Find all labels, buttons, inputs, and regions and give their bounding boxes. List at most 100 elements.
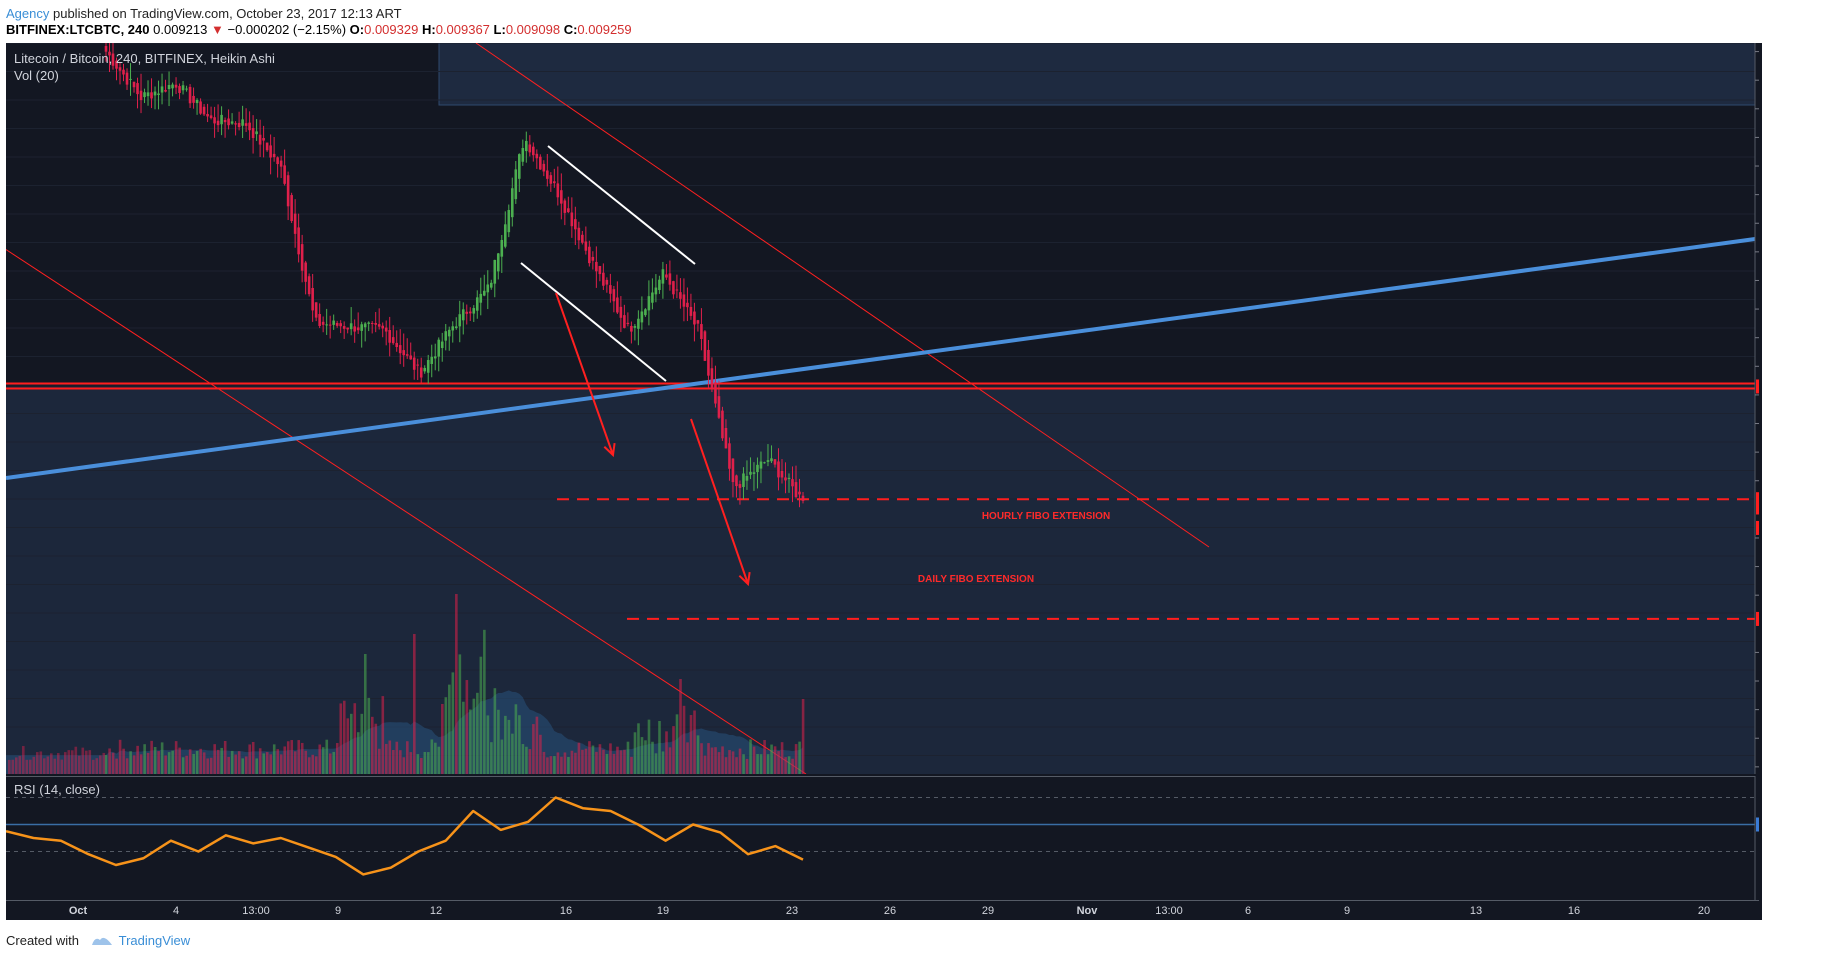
candle-body <box>297 227 300 255</box>
candle-body <box>167 85 171 90</box>
volume-bar <box>504 715 507 774</box>
candle-body <box>577 227 581 241</box>
candle-body <box>447 329 451 337</box>
volume-bar <box>434 742 437 774</box>
candle-body <box>265 142 269 151</box>
hourly-fibo-label: HOURLY FIBO EXTENSION <box>982 511 1110 522</box>
candle-body <box>735 475 738 487</box>
volume-bar <box>542 751 546 774</box>
volume-bar <box>598 744 602 774</box>
candle-body <box>304 262 307 282</box>
time-axis-svg[interactable]: Oct 4 13:00 9 12 16 19 23 26 29 Nov 13:00 6 9 13 16 20 <box>6 900 1759 920</box>
candle-body <box>279 160 283 167</box>
chart-frame[interactable]: HOURLY FIBO EXTENSION DAILY FIBO EXTENSIO… <box>6 43 1762 920</box>
volume-bar <box>153 747 157 774</box>
candle-body <box>412 357 416 370</box>
candle-body <box>437 339 441 357</box>
volume-bar <box>686 742 689 774</box>
candle-body <box>122 69 125 75</box>
candle-body <box>560 190 563 204</box>
volume-bar <box>577 742 581 774</box>
candle-body <box>644 309 647 316</box>
candle-body <box>546 170 549 179</box>
candle-body <box>777 461 780 478</box>
volume-bar <box>521 744 525 774</box>
candle-body <box>192 95 195 103</box>
candle-body <box>605 279 609 285</box>
candle-body <box>514 169 518 200</box>
volume-bar <box>174 741 178 774</box>
candle-body <box>339 323 342 327</box>
volume-bar <box>360 713 364 774</box>
candle-body <box>682 294 686 307</box>
time-axis[interactable]: Oct 4 13:00 9 12 16 19 23 26 29 Nov 13:00 6 9 13 16 20 <box>6 900 1759 920</box>
volume-bar <box>258 748 262 774</box>
candle-body <box>395 342 399 348</box>
volume-bar <box>293 751 297 774</box>
volume-bar <box>514 704 518 774</box>
candle-body <box>157 93 160 95</box>
candle-body <box>665 274 668 278</box>
candle-body <box>693 311 696 325</box>
volume-bar <box>609 743 612 774</box>
tradingview-logo-icon <box>91 937 112 945</box>
candle-body <box>630 325 633 332</box>
candle-body <box>139 90 143 101</box>
rsi-pane[interactable]: 60.000050.000040.000020.0000 RSI (14, cl… <box>6 776 1759 900</box>
volume-bar <box>325 739 329 774</box>
volume-bar <box>342 700 346 774</box>
candle-body <box>784 477 787 481</box>
volume-bar <box>483 629 486 774</box>
candle-body <box>290 195 293 221</box>
candle-body <box>574 219 577 230</box>
candle-body <box>595 261 598 272</box>
candle-body <box>244 123 248 126</box>
volume-bar <box>220 747 223 774</box>
arrow-head-icon <box>738 571 751 587</box>
volume-bar <box>700 743 703 774</box>
candle-body <box>567 208 570 213</box>
rsi-chart-svg[interactable]: 60.000050.000040.000020.0000 <box>6 776 1759 900</box>
volume-bar <box>237 751 241 774</box>
volume-bar <box>595 751 598 774</box>
projection-arrow <box>555 292 614 456</box>
volume-bar <box>469 709 472 774</box>
volume-bar <box>108 748 111 774</box>
blue-trendline <box>6 237 1756 480</box>
author-link[interactable]: Agency <box>6 6 50 21</box>
candle-body <box>349 323 353 330</box>
rsi-axis-bg <box>1755 776 1759 900</box>
candle-body <box>756 464 759 473</box>
price-pane[interactable]: HOURLY FIBO EXTENSION DAILY FIBO EXTENSIO… <box>6 43 1759 774</box>
volume-bar <box>637 723 640 774</box>
candle-body <box>216 120 220 126</box>
volume-bar <box>518 715 521 774</box>
low-label: L: <box>493 22 506 37</box>
volume-bar <box>57 753 60 774</box>
candle-body <box>321 321 325 325</box>
candle-body <box>637 318 640 329</box>
last-price: 0.009213 <box>153 22 208 37</box>
tradingview-brand-link[interactable]: TradingView <box>118 933 191 948</box>
price-label-tag <box>1756 500 1759 515</box>
volume-bar <box>493 688 497 774</box>
volume-bar <box>272 744 276 774</box>
volume-bar <box>143 744 146 774</box>
candle-body <box>293 213 297 234</box>
candle-body <box>272 153 276 158</box>
volume-bar <box>230 750 234 774</box>
volume-bar <box>50 753 53 774</box>
volume-bar <box>71 750 74 774</box>
candle-body <box>202 106 206 115</box>
candle-body <box>251 128 255 139</box>
volume-bar <box>181 757 185 774</box>
volume-bar <box>248 744 252 774</box>
candle-body <box>286 175 290 207</box>
volume-bar <box>787 756 791 774</box>
price-chart-svg[interactable]: HOURLY FIBO EXTENSION DAILY FIBO EXTENSIO… <box>6 43 1759 774</box>
volume-bar <box>798 741 801 774</box>
candle-body <box>672 281 675 295</box>
candle-body <box>234 123 237 125</box>
volume-bar <box>209 757 213 774</box>
volume-bar <box>234 754 237 774</box>
